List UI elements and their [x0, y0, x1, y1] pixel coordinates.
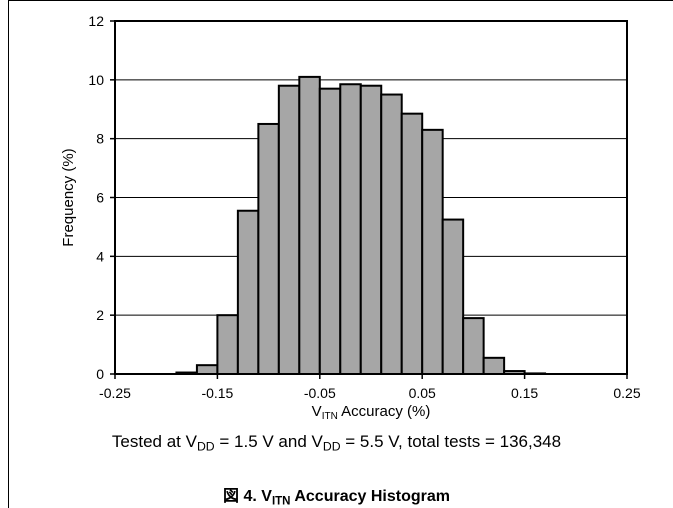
histogram-bar: [462, 317, 485, 376]
histogram-bar: [257, 122, 280, 376]
histogram-bar: [277, 84, 301, 375]
histogram-bar: [400, 112, 424, 375]
histogram-bar: [298, 75, 321, 376]
x-tick-label: -0.25: [99, 385, 131, 401]
y-tick-label: 2: [96, 307, 104, 323]
y-tick-label: 10: [88, 72, 104, 88]
figure-title: 図 4. VITN Accuracy Histogram: [223, 488, 450, 508]
y-tick-label: 8: [96, 131, 104, 147]
histogram-bar: [380, 93, 403, 376]
y-axis-title: Frequency (%): [60, 148, 77, 246]
histogram-bar: [441, 218, 465, 375]
histogram-bar: [195, 364, 219, 375]
x-axis-title-main: V: [312, 403, 322, 420]
test-conditions-caption: Tested at VDD = 1.5 V and VDD = 5.5 V, t…: [111, 432, 562, 454]
x-axis-ticks: -0.25 -0.15 -0.05 0.05 0.15 0.25: [99, 374, 641, 401]
x-axis-title-rest: Accuracy (%): [338, 403, 431, 420]
histogram-bar: [236, 209, 260, 375]
x-axis-title-sub: ITN: [322, 411, 338, 422]
x-tick-label: 0.15: [511, 385, 538, 401]
y-tick-label: 0: [96, 366, 104, 382]
histogram-bar: [421, 128, 444, 375]
histogram-chart: 0 2 4 6 8 10 12 -0.25 -0.15 -0.05 0.05 0.15 0.25 Fr…: [60, 13, 641, 422]
y-tick-label: 6: [96, 190, 104, 206]
figure-frame: [8, 0, 673, 508]
x-tick-label: -0.15: [201, 385, 233, 401]
y-axis-ticks: 0 2 4 6 8 10 12: [88, 13, 115, 382]
histogram-bar: [318, 87, 342, 376]
y-tick-label: 12: [88, 13, 104, 29]
x-tick-label: -0.05: [304, 385, 336, 401]
histogram-bar: [339, 83, 362, 376]
x-tick-label: 0.25: [613, 385, 640, 401]
histogram-bars: [175, 75, 547, 376]
histogram-bar: [482, 356, 506, 375]
top-rule: [8, 0, 673, 1]
x-axis-title: VITN Accuracy (%): [312, 403, 431, 422]
histogram-bar: [359, 84, 383, 375]
y-tick-label: 4: [96, 248, 104, 264]
histogram-bar: [216, 314, 239, 375]
x-tick-label: 0.05: [409, 385, 436, 401]
